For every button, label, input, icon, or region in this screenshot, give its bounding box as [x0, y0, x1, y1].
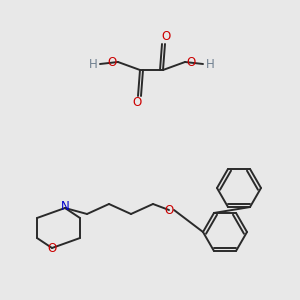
Text: H: H — [206, 58, 214, 71]
Text: O: O — [186, 56, 196, 70]
Text: O: O — [161, 31, 171, 44]
Text: O: O — [132, 97, 142, 110]
Text: O: O — [47, 242, 57, 256]
Text: H: H — [88, 58, 98, 71]
Text: O: O — [107, 56, 117, 70]
Text: O: O — [164, 203, 174, 217]
Text: N: N — [61, 200, 69, 214]
